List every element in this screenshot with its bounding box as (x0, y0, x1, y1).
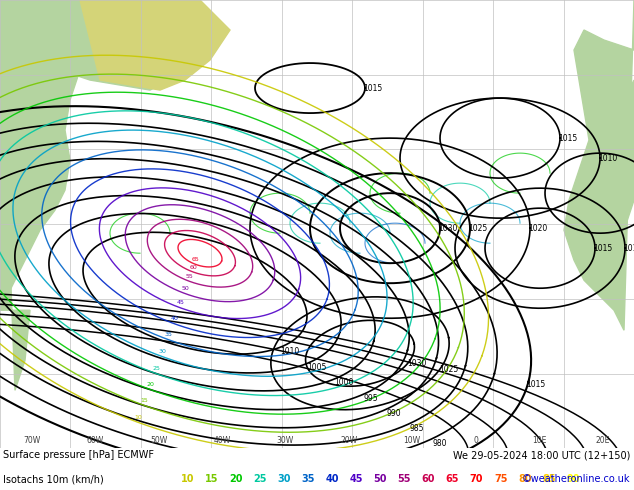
Text: Isotachs 10m (km/h): Isotachs 10m (km/h) (3, 474, 104, 484)
Text: 40: 40 (325, 474, 339, 484)
Text: 45: 45 (349, 474, 363, 484)
Polygon shape (80, 0, 230, 90)
Text: 20: 20 (229, 474, 242, 484)
Text: 980: 980 (432, 439, 447, 448)
Text: 40: 40 (171, 316, 178, 321)
Text: 1020: 1020 (528, 223, 548, 233)
Text: 0: 0 (473, 437, 478, 445)
Text: 1030: 1030 (438, 223, 458, 233)
Polygon shape (0, 0, 30, 391)
Text: 1025: 1025 (469, 223, 488, 233)
Text: 30W: 30W (276, 437, 294, 445)
Text: ©weatheronline.co.uk: ©weatheronline.co.uk (522, 474, 630, 484)
Text: 85: 85 (542, 474, 555, 484)
Text: 20E: 20E (595, 437, 609, 445)
Text: 90: 90 (566, 474, 579, 484)
Text: 20W: 20W (340, 437, 358, 445)
Text: 1030: 1030 (408, 359, 427, 368)
Text: Surface pressure [hPa] ECMWF: Surface pressure [hPa] ECMWF (3, 450, 154, 461)
Text: 60: 60 (190, 265, 197, 270)
Text: 1010: 1010 (598, 154, 618, 163)
Text: 990: 990 (387, 410, 401, 418)
Text: 55: 55 (398, 474, 411, 484)
Text: 25: 25 (253, 474, 266, 484)
Text: 15: 15 (141, 398, 148, 403)
Text: 65: 65 (446, 474, 459, 484)
Text: 1015: 1015 (526, 380, 546, 389)
Text: 70: 70 (470, 474, 483, 484)
Text: 55: 55 (186, 274, 193, 279)
Text: 10: 10 (181, 474, 194, 484)
Text: 50W: 50W (150, 437, 167, 445)
Text: 995: 995 (364, 394, 378, 403)
Text: 70W: 70W (23, 437, 41, 445)
Text: 1015: 1015 (363, 84, 383, 93)
Text: 1025: 1025 (439, 365, 458, 374)
Text: 60W: 60W (86, 437, 104, 445)
Text: 50: 50 (181, 286, 189, 291)
Polygon shape (614, 80, 634, 230)
Text: 10W: 10W (403, 437, 421, 445)
Text: 985: 985 (410, 424, 424, 433)
Text: 40W: 40W (213, 437, 231, 445)
Text: 35: 35 (165, 332, 172, 337)
Text: 20: 20 (146, 382, 154, 387)
Text: 35: 35 (301, 474, 314, 484)
Polygon shape (0, 0, 180, 90)
Text: 80: 80 (518, 474, 531, 484)
Text: 10: 10 (134, 415, 142, 420)
Text: 1010: 1010 (623, 244, 634, 253)
Text: 1010: 1010 (280, 347, 299, 356)
Text: 65: 65 (192, 257, 200, 262)
Text: 1015: 1015 (593, 244, 612, 253)
Text: 30: 30 (158, 349, 166, 354)
Text: 1015: 1015 (559, 134, 578, 143)
Text: 60: 60 (422, 474, 435, 484)
Text: 1005: 1005 (307, 363, 327, 372)
Text: 15: 15 (205, 474, 218, 484)
Text: 25: 25 (152, 366, 160, 371)
Polygon shape (564, 0, 634, 330)
Text: 75: 75 (494, 474, 507, 484)
Text: We 29-05-2024 18:00 UTC (12+150): We 29-05-2024 18:00 UTC (12+150) (453, 450, 631, 461)
Text: 50: 50 (373, 474, 387, 484)
Text: 45: 45 (176, 300, 184, 305)
Polygon shape (0, 0, 80, 310)
Text: 10E: 10E (532, 437, 546, 445)
Text: 30: 30 (277, 474, 290, 484)
Text: 1000: 1000 (334, 378, 354, 388)
